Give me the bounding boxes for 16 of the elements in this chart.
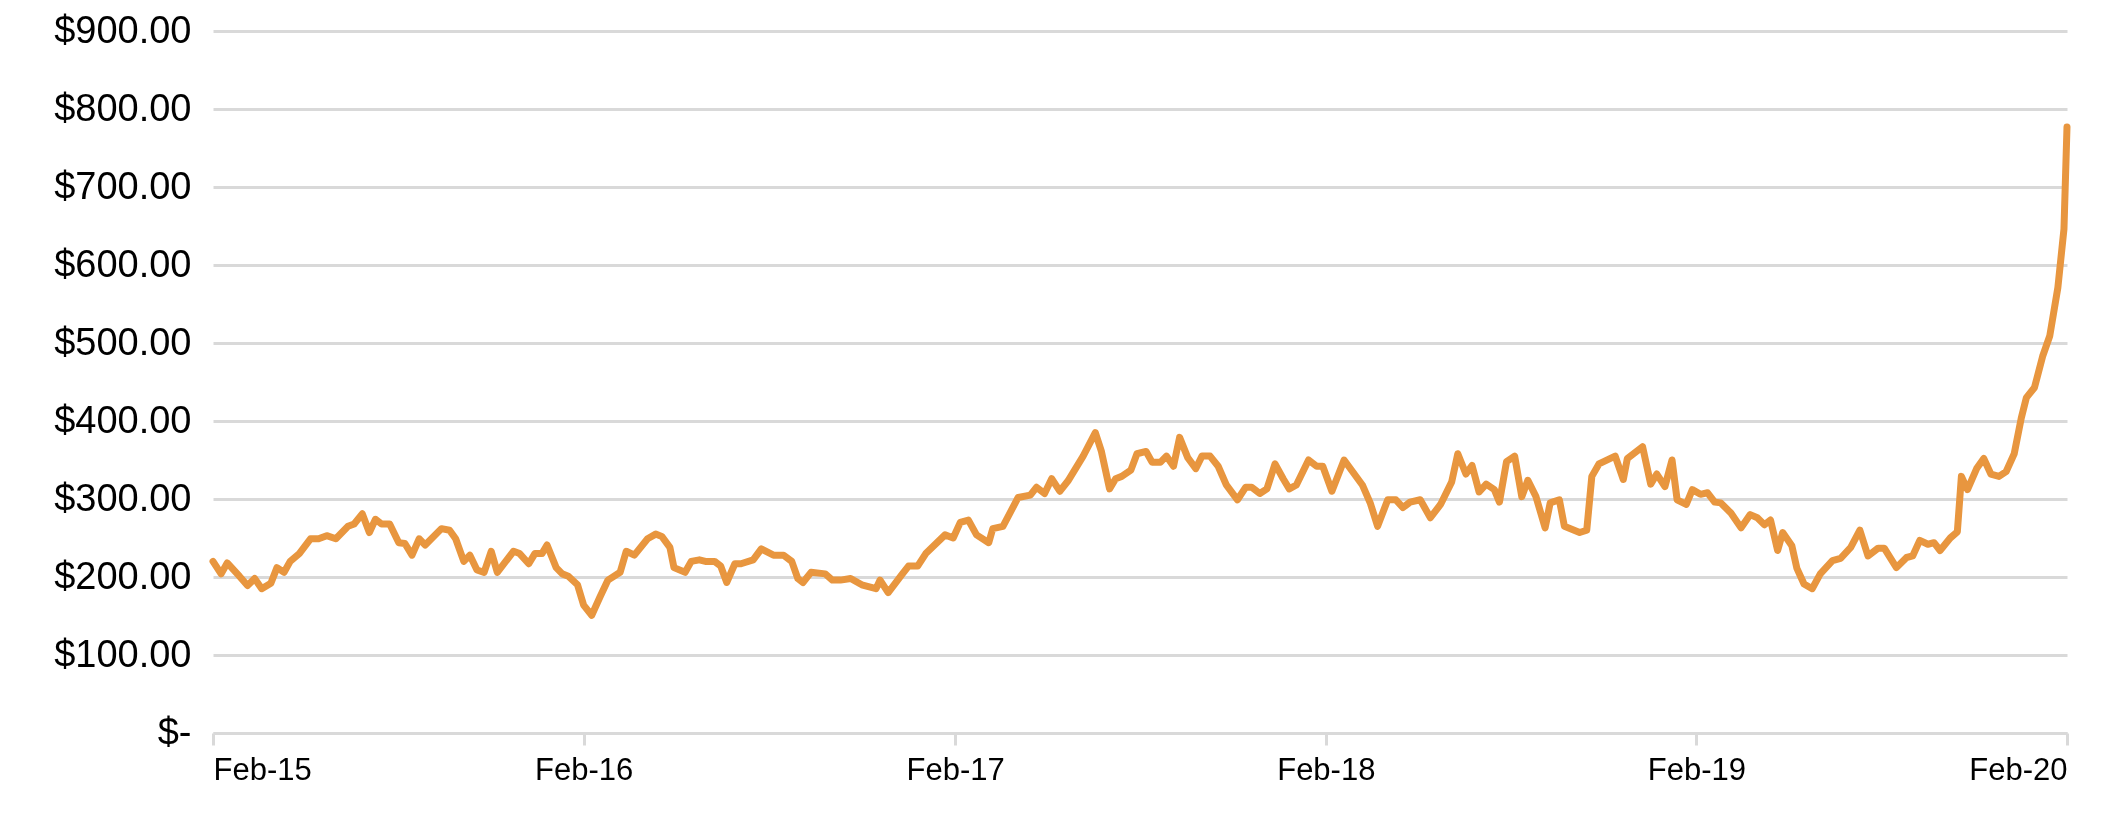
x-tick-label: Feb-17 [906, 751, 1005, 787]
y-tick-label: $300.00 [54, 476, 192, 519]
y-tick-label: $100.00 [54, 632, 192, 675]
x-tick-label: Feb-20 [1969, 751, 2068, 787]
y-tick-label: $600.00 [54, 242, 192, 285]
y-tick-label: $400.00 [54, 398, 192, 441]
x-tick-label: Feb-19 [1647, 751, 1747, 787]
y-tick-label: $- [157, 710, 192, 753]
y-tick-label: $200.00 [54, 554, 192, 597]
y-tick-label: $700.00 [54, 164, 192, 207]
y-tick-label: $900.00 [54, 8, 192, 51]
x-tick-label: Feb-15 [213, 751, 312, 787]
y-tick-label: $800.00 [54, 86, 192, 129]
y-tick-label: $500.00 [54, 320, 192, 363]
x-tick-label: Feb-18 [1277, 751, 1376, 787]
x-tick-label: Feb-16 [534, 751, 634, 787]
